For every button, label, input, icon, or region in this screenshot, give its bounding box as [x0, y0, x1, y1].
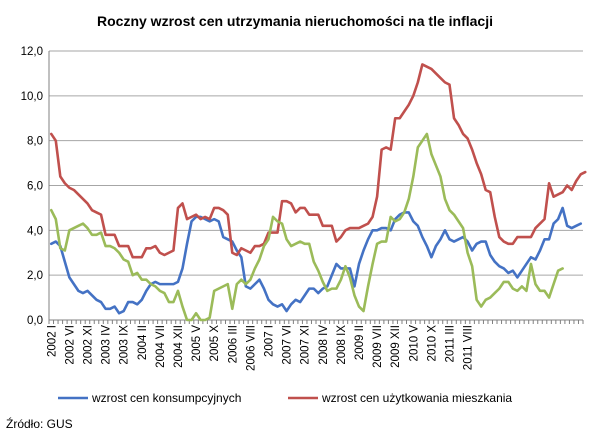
axes: [48, 51, 584, 324]
y-axis-ticks: 0,0 2,0 4,0 6,0 8,0 10,0 12,0: [21, 46, 43, 327]
x-tick-label: 2003 IV: [101, 325, 113, 365]
legend-label: wzrost cen konsumpcyjnych: [91, 391, 241, 405]
y-tick-label: 8,0: [27, 136, 43, 148]
series-lines: [49, 63, 587, 322]
x-tick-label: 2010 X: [426, 325, 438, 362]
x-tick-label: 2008 IV: [318, 325, 330, 365]
x-tick-label: 2002 XI: [82, 325, 94, 365]
x-tick-label: 2004 II: [137, 325, 149, 360]
chart-title: Roczny wzrost cen utrzymania nieruchomoś…: [97, 13, 493, 29]
y-tick-label: 12,0: [21, 46, 43, 58]
x-tick-label: 2011 III: [445, 325, 457, 363]
x-tick-label: 2007 I: [263, 325, 275, 357]
x-tick-label: 2007 VI: [282, 325, 294, 365]
x-tick-label: 2002 I: [46, 325, 58, 357]
gridlines: [49, 50, 583, 276]
x-tick-label: 2006 III: [227, 325, 239, 363]
y-tick-label: 2,0: [27, 270, 43, 282]
series-line-1: [49, 63, 587, 259]
x-tick-label: 2009 VII: [372, 325, 384, 368]
y-tick-label: 10,0: [21, 91, 43, 103]
legend-label: wzrost cen użytkowania mieszkania: [321, 391, 512, 405]
x-tick-label: 2002 VI: [64, 325, 76, 365]
source-note: Źródło: GUS: [6, 416, 73, 431]
x-tick-label: 2004 XII: [173, 325, 185, 368]
x-tick-label: 2005 X: [209, 325, 221, 362]
x-tick-label: 2006 VIII: [245, 325, 257, 371]
x-tick-label: 2003 IX: [119, 325, 131, 365]
legend: wzrost cen konsumpcyjnych wzrost cen użyt…: [58, 391, 512, 405]
x-tick-label: 2008 IX: [336, 325, 348, 365]
x-tick-label: 2009 II: [354, 325, 366, 360]
y-tick-label: 6,0: [27, 181, 43, 193]
x-tick-label: 2007 XI: [300, 325, 312, 365]
x-tick-label: 2004 VII: [155, 325, 167, 368]
x-tick-label: 2011 VIII: [463, 325, 475, 370]
series-line-2: [49, 132, 564, 322]
x-axis-ticks: 2002 I 2002 VI 2002 XI 2003 IV 2003 IX 2004 I…: [46, 325, 474, 371]
x-tick-label: 2009 XII: [390, 325, 402, 368]
series-line-0: [49, 206, 583, 315]
x-tick-label: 2010 V: [408, 325, 420, 362]
x-tick-label: 2005 V: [191, 325, 203, 362]
y-tick-label: 4,0: [27, 225, 43, 237]
y-tick-label: 0,0: [27, 315, 43, 327]
